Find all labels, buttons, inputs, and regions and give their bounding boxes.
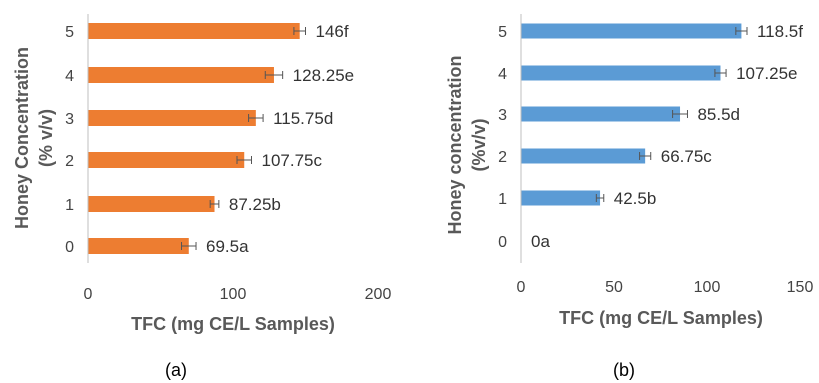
y-tick-label: 1 <box>65 197 74 214</box>
bar <box>88 110 256 126</box>
x-tick-labels: 0 50 100 150 <box>517 279 814 296</box>
x-tick-label: 200 <box>365 286 392 303</box>
y-tick-label: 2 <box>65 153 74 170</box>
error-bar <box>293 27 306 35</box>
data-label: 0a <box>531 232 550 251</box>
x-tick-label: 50 <box>605 279 623 296</box>
data-label: 146f <box>316 22 349 41</box>
x-axis-title: TFC (mg CE/L Samples) <box>131 314 335 334</box>
chart-panel-a: Honey Concentration (% v/v) 0 1 2 3 4 5 69.5a… <box>12 14 391 380</box>
bar <box>88 23 300 39</box>
y-tick-label: 0 <box>65 239 74 256</box>
data-label: 107.25e <box>736 64 797 83</box>
error-bar <box>236 156 252 164</box>
x-tick-label: 0 <box>517 279 526 296</box>
error-bars <box>595 27 748 202</box>
bar <box>88 196 215 212</box>
error-bar <box>264 71 284 79</box>
bar <box>88 67 274 83</box>
y-tick-label: 5 <box>65 24 74 41</box>
data-label: 69.5a <box>206 237 249 256</box>
error-bar <box>248 114 264 122</box>
bar <box>521 65 721 81</box>
x-axis-title: TFC (mg CE/L Samples) <box>559 308 763 328</box>
data-label: 42.5b <box>614 189 657 208</box>
y-axis-title: Honey concentration (%v/v) <box>445 55 489 234</box>
panel-label-a: (a) <box>165 360 187 380</box>
error-bar <box>181 242 197 250</box>
bar <box>88 238 189 254</box>
data-label: 107.75c <box>261 151 322 170</box>
data-label: 128.25e <box>293 66 354 85</box>
y-axis-title-line-1: Honey Concentration <box>12 47 32 229</box>
bar <box>521 148 646 164</box>
y-axis-title-line-2: (% v/v) <box>36 109 56 167</box>
data-label: 115.75d <box>273 109 333 128</box>
bars <box>521 23 742 206</box>
x-tick-label: 100 <box>220 286 247 303</box>
error-bar <box>209 200 220 208</box>
x-tick-label: 150 <box>787 279 814 296</box>
y-tick-label: 4 <box>65 68 74 85</box>
bars <box>88 23 300 254</box>
data-label: 85.5d <box>697 105 740 124</box>
y-tick-label: 3 <box>498 107 507 124</box>
y-axis-title: Honey Concentration (% v/v) <box>12 47 56 229</box>
x-tick-labels: 0 100 200 <box>84 286 392 303</box>
error-bar <box>714 69 727 77</box>
y-tick-label: 2 <box>498 149 507 166</box>
chart-panel-b: Honey concentration (%v/v) 0 1 2 3 4 5 0a 42.5… <box>445 14 813 380</box>
y-tick-label: 4 <box>498 66 507 83</box>
data-label: 66.75c <box>661 147 713 166</box>
error-bar <box>639 152 652 160</box>
data-label: 118.5f <box>757 22 803 41</box>
data-label: 87.25b <box>229 195 281 214</box>
y-tick-label: 3 <box>65 111 74 128</box>
bar <box>521 190 601 206</box>
bar <box>521 106 681 122</box>
error-bar <box>595 194 605 202</box>
error-bar <box>735 27 748 35</box>
y-tick-label: 0 <box>498 234 507 251</box>
x-tick-label: 100 <box>694 279 721 296</box>
y-tick-label: 5 <box>498 24 507 41</box>
y-axis-title-line-1: Honey concentration <box>445 55 465 234</box>
panel-label-b: (b) <box>613 360 635 380</box>
x-tick-label: 0 <box>84 286 93 303</box>
error-bar <box>672 110 688 118</box>
data-labels: 69.5a 87.25b 107.75c 115.75d 128.25e 146f <box>206 22 354 256</box>
y-axis-title-line-2: (%v/v) <box>469 118 489 171</box>
data-labels: 0a 42.5b 66.75c 85.5d 107.25e 118.5f <box>531 22 803 251</box>
y-tick-label: 1 <box>498 191 507 208</box>
y-tick-labels: 0 1 2 3 4 5 <box>65 24 74 256</box>
bar <box>521 23 742 39</box>
error-bars <box>181 27 306 250</box>
y-tick-labels: 0 1 2 3 4 5 <box>498 24 507 251</box>
bar <box>88 152 245 168</box>
